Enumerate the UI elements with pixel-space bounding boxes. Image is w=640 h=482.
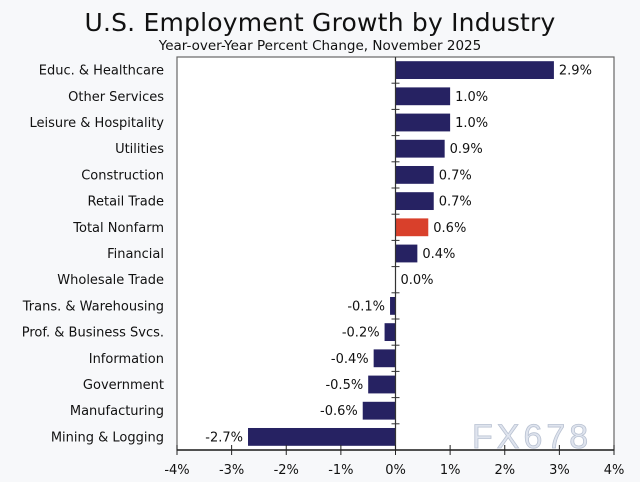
x-tick-label: 2%	[494, 463, 515, 478]
value-label: 1.0%	[455, 90, 488, 105]
x-tick-label: 1%	[440, 463, 461, 478]
value-label: 0.7%	[439, 195, 472, 210]
bar-5	[395, 192, 434, 211]
x-tick-label: -4%	[164, 463, 189, 478]
bar-14	[248, 427, 396, 446]
bar-7	[395, 244, 418, 263]
category-label: Prof. & Business Svcs.	[22, 326, 164, 341]
category-label: Information	[89, 352, 164, 367]
value-label: 1.0%	[455, 116, 488, 131]
bar-12	[368, 375, 396, 394]
chart-title: U.S. Employment Growth by Industry	[84, 8, 556, 37]
bar-6	[395, 218, 429, 237]
value-label: -0.2%	[342, 326, 380, 341]
value-label: 0.6%	[433, 221, 466, 236]
value-label: -0.1%	[347, 299, 385, 314]
value-label: -0.6%	[320, 404, 358, 419]
chart-subtitle: Year-over-Year Percent Change, November …	[158, 38, 482, 54]
category-label: Leisure & Hospitality	[29, 116, 164, 131]
category-label: Wholesale Trade	[57, 273, 164, 288]
bar-10	[384, 323, 396, 342]
x-tick-label: -2%	[274, 463, 299, 478]
value-label: 0.0%	[401, 273, 434, 288]
bar-13	[362, 401, 396, 420]
category-label: Educ. & Healthcare	[39, 64, 164, 79]
bar-9	[390, 296, 396, 315]
bar-4	[395, 165, 434, 184]
bar-0	[395, 61, 554, 80]
bar-11	[373, 349, 396, 368]
category-label: Financial	[107, 247, 164, 262]
bar-2	[395, 113, 451, 132]
category-label: Mining & Logging	[51, 430, 164, 445]
bar-3	[395, 139, 445, 158]
x-tick-label: 3%	[549, 463, 570, 478]
category-label: Other Services	[68, 90, 164, 105]
x-tick-label: 4%	[604, 463, 625, 478]
x-tick-label: -3%	[219, 463, 244, 478]
category-label: Construction	[81, 168, 164, 183]
value-label: 0.7%	[439, 168, 472, 183]
category-label: Utilities	[115, 142, 164, 157]
x-tick-label: -1%	[328, 463, 353, 478]
value-label: 0.4%	[422, 247, 455, 262]
value-label: -2.7%	[205, 430, 243, 445]
category-label: Manufacturing	[70, 404, 164, 419]
value-label: -0.4%	[331, 352, 369, 367]
value-label: -0.5%	[325, 378, 363, 393]
value-label: 2.9%	[559, 64, 592, 79]
x-tick-label: 0%	[385, 463, 406, 478]
category-label: Retail Trade	[88, 195, 164, 210]
category-label: Total Nonfarm	[72, 221, 164, 236]
category-label: Trans. & Warehousing	[22, 299, 164, 314]
bar-1	[395, 87, 451, 106]
value-label: 0.9%	[450, 142, 483, 157]
category-label: Government	[83, 378, 164, 393]
